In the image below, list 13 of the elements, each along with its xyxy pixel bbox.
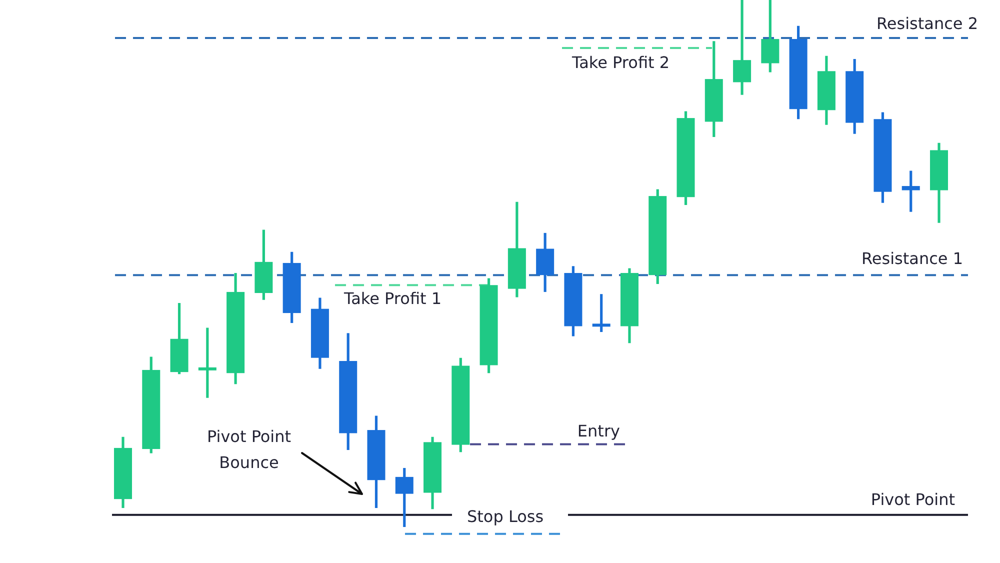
ref-line-label: Entry xyxy=(577,421,620,440)
candlestick xyxy=(733,0,752,96)
ref-line-label: Take Profit 2 xyxy=(571,52,670,72)
candlestick xyxy=(198,326,216,400)
ref-line-label: Take Profit 1 xyxy=(343,289,442,308)
annotation: Pivot Point Bounce xyxy=(206,427,292,472)
candlestick xyxy=(902,169,920,214)
ref-line-label: Resistance 2 xyxy=(876,14,978,33)
candlestick xyxy=(395,466,414,528)
candlestick xyxy=(592,292,610,334)
ref-line-label: Pivot Point xyxy=(870,490,955,509)
ref-line-label: Stop Loss xyxy=(467,506,544,526)
ref-line-label: Resistance 1 xyxy=(862,249,963,268)
